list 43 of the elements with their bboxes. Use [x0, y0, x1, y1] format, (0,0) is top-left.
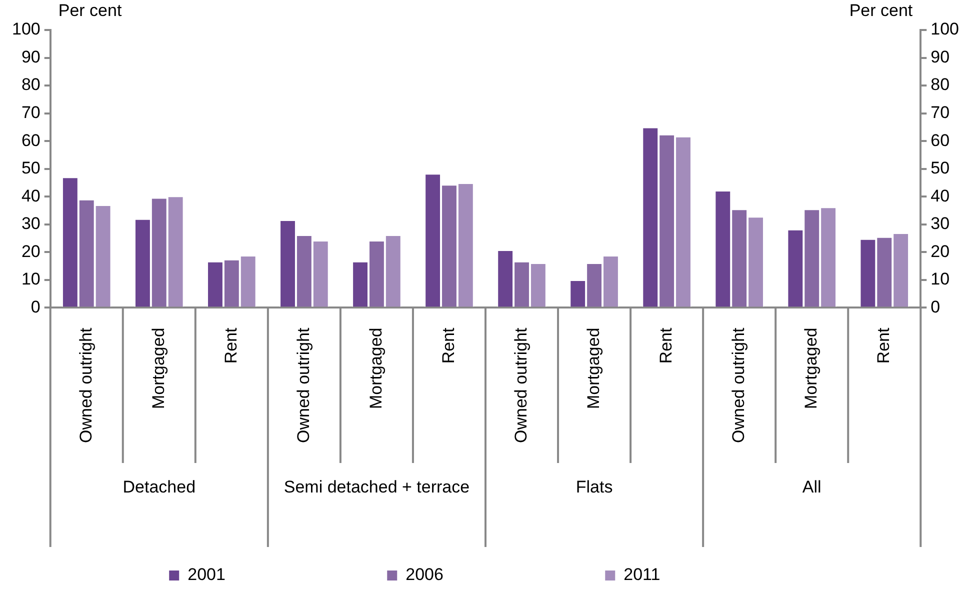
y-tick-label: 60 [21, 130, 40, 150]
x-tick-label: Owned outright [76, 327, 96, 444]
y-tick-label: 70 [21, 103, 40, 122]
x-tick-label: Owned outright [294, 327, 313, 444]
y-tick-label: 10 [21, 270, 40, 289]
y2-tick-label: 70 [930, 103, 950, 122]
x-tick-label: Owned outright [511, 327, 530, 444]
x-tick-label: Mortgaged [584, 328, 603, 409]
y-tick-label: 90 [21, 47, 40, 66]
y2-tick-label: 50 [930, 158, 950, 178]
y-axis-title: Per cent [58, 1, 122, 20]
y-tick-label: 0 [30, 297, 40, 316]
y2-tick-label: 30 [930, 214, 950, 234]
x-tick-label: Rent [438, 327, 458, 364]
y-tick-label: 40 [21, 186, 40, 206]
legend-label: 2001 [188, 565, 368, 584]
x-tick-label: Mortgaged [366, 328, 386, 409]
text: Detached [122, 478, 196, 497]
legend-label: 2011 [624, 565, 802, 584]
y2-tick-label: 60 [930, 130, 950, 150]
x-tick-label: Rent [874, 327, 894, 364]
y-tick-label: 50 [21, 158, 40, 178]
y2-tick-label: 40 [930, 186, 950, 206]
x-tick-label: Rent [656, 327, 676, 364]
y2-tick-label: 90 [930, 47, 950, 66]
y-tick-label: 30 [21, 214, 40, 234]
y2-tick-label: 80 [930, 75, 950, 94]
text: All [802, 478, 822, 497]
y2-tick-label: 10 [930, 270, 950, 289]
legend-label: 2006 [406, 565, 586, 584]
y-tick-label: 20 [21, 242, 40, 261]
y2-axis-title: Per cent [849, 1, 913, 20]
x-tick-label: Mortgaged [148, 328, 168, 409]
y2-tick-label: 0 [930, 297, 940, 316]
text: Semi detached + terrace [284, 478, 470, 497]
y2-tick-label: 20 [930, 242, 950, 261]
x-tick-label: Owned outright [729, 327, 748, 444]
y-tick-label: 100 [12, 20, 40, 39]
y2-tick-label: 100 [930, 20, 960, 39]
y-tick-label: 80 [21, 75, 40, 94]
x-tick-label: Mortgaged [802, 328, 821, 409]
text: Flats [576, 478, 613, 497]
x-tick-label: Rent [221, 327, 240, 364]
